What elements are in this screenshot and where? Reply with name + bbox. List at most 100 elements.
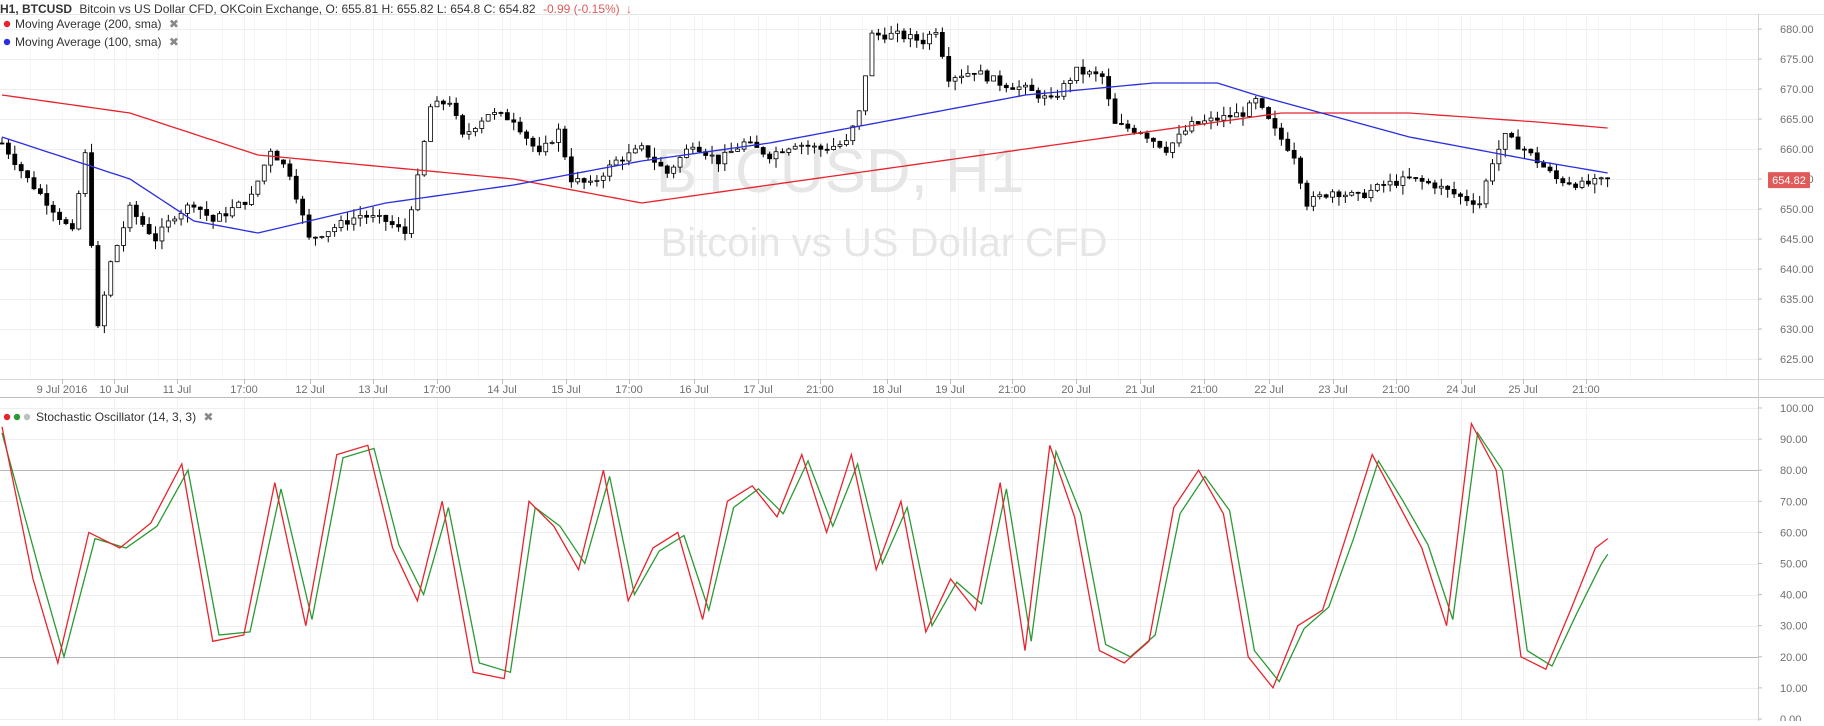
candle-body: [1010, 87, 1016, 90]
candle-body: [549, 142, 555, 144]
candle-body: [946, 56, 952, 82]
legend-ma200[interactable]: Moving Average (200, sma) ✖: [3, 17, 179, 31]
time-axis-labels[interactable]: 9 Jul 2016 10 Jul 11 Jul 17:00 12 Jul 13 Jul 1…: [37, 384, 1600, 396]
stoch-tick-label: 30.00: [1780, 621, 1808, 633]
candle-body: [159, 226, 165, 242]
candle-body: [89, 152, 94, 246]
candle-body: [600, 175, 606, 181]
stoch-tick-label: 10.00: [1780, 683, 1808, 695]
candle-body: [140, 216, 146, 225]
legend-stochastic-label: Stochastic Oscillator (14, 3, 3) ✖: [36, 410, 213, 424]
last-price-tag: 654.82: [1768, 172, 1810, 189]
legend-stochastic[interactable]: Stochastic Oscillator (14, 3, 3) ✖: [3, 410, 214, 424]
candle-body: [530, 137, 536, 147]
candle-body: [748, 141, 753, 144]
time-tick-label: 21:00: [1382, 384, 1410, 396]
candle-body: [722, 151, 728, 165]
price-axis-labels[interactable]: 680.00675.00670.00665.00660.00655.00650.…: [1758, 24, 1814, 366]
candle-body: [524, 131, 529, 139]
candle-body: [460, 115, 465, 135]
legend-ma100-close-icon[interactable]: ✖: [169, 35, 179, 49]
time-tick-label: 24 Jul: [1446, 384, 1475, 396]
candle-body: [479, 120, 485, 129]
time-tick-label: 17:00: [615, 384, 643, 396]
time-tick-label: 21 Jul: [1125, 384, 1154, 396]
candle-body: [409, 209, 414, 234]
candle-body: [313, 236, 318, 239]
legend-stochastic-text: Stochastic Oscillator (14, 3, 3): [36, 410, 196, 424]
candle-body: [1125, 123, 1131, 129]
stoch-tick-label: 80.00: [1780, 465, 1808, 477]
legend-ma100[interactable]: Moving Average (100, sma) ✖: [3, 35, 179, 49]
candle-body: [843, 140, 849, 145]
candle-body: [44, 193, 50, 206]
candle-body: [658, 161, 664, 167]
stoch-tick-label: 0.00: [1780, 714, 1801, 721]
time-tick-label: 10 Jul: [99, 384, 128, 396]
candle-body: [1605, 177, 1610, 180]
time-tick-label: 11 Jul: [163, 384, 192, 396]
candle-body: [875, 32, 881, 36]
time-tick-label: 17 Jul: [743, 384, 772, 396]
candle-body: [664, 165, 670, 174]
candle-body: [1291, 149, 1297, 159]
candle-body: [447, 102, 453, 105]
candle-body: [895, 30, 900, 34]
candle-body: [1470, 200, 1476, 205]
time-tick-label: 9 Jul 2016: [37, 384, 88, 396]
candle-body: [613, 159, 619, 166]
candle-body: [927, 33, 932, 45]
ma200-dot-icon: [3, 20, 11, 28]
candle-body: [1579, 180, 1585, 188]
candle-body: [786, 148, 792, 153]
candle-body: [671, 166, 677, 174]
time-tick-label: 17:00: [230, 384, 258, 396]
candle-body: [1406, 176, 1412, 179]
header-title: Bitcoin vs US Dollar CFD, OKCoin Exchang…: [79, 2, 536, 16]
candle-body: [268, 150, 274, 166]
candle-body: [1170, 142, 1176, 153]
candle-body: [812, 145, 817, 148]
candle-body: [888, 32, 894, 40]
candle-body: [1055, 95, 1060, 98]
candle-body: [1451, 188, 1457, 195]
header-symbol: H1, BTCUSD: [0, 2, 72, 16]
candle-body: [293, 175, 299, 200]
candle-body: [274, 150, 280, 161]
legend-ma200-close-icon[interactable]: ✖: [169, 17, 179, 31]
legend-ma200-text: Moving Average (200, sma): [15, 17, 162, 31]
time-tick-label: 23 Jul: [1318, 384, 1347, 396]
candle-body: [1112, 98, 1118, 124]
stoch-green-dot-icon: [13, 413, 21, 421]
candle-body: [978, 70, 984, 75]
candle-body: [1362, 192, 1367, 199]
candle-body: [415, 174, 421, 211]
time-tick-label: 14 Jul: [487, 384, 516, 396]
time-tick-label: 16 Jul: [679, 384, 708, 396]
candle-body: [63, 219, 69, 224]
candle-body: [223, 213, 229, 217]
stochastic-axis-labels[interactable]: 100.00 90.00 80.00 70.00 60.00 50.00 40.00 30.0…: [1758, 403, 1814, 726]
candle-body: [920, 39, 926, 45]
legend-ma200-label: Moving Average (200, sma) ✖: [15, 17, 179, 31]
legend-stochastic-close-icon[interactable]: ✖: [203, 410, 213, 424]
price-tick-label: 640.00: [1780, 264, 1814, 276]
candle-body: [1534, 152, 1540, 164]
candle-body: [172, 218, 178, 222]
candle-body: [261, 164, 267, 182]
candle-body: [1528, 148, 1534, 154]
candle-body: [1099, 73, 1105, 77]
candle-body: [428, 106, 433, 142]
candle-body: [1368, 189, 1374, 199]
watermark-symbol: BTCUSD, H1: [656, 137, 1025, 206]
price-tick-label: 670.00: [1780, 84, 1814, 96]
candle-body: [1483, 180, 1489, 205]
candle-body: [1381, 184, 1387, 186]
candle-body: [1093, 71, 1099, 75]
stoch-grey-dot-icon: [23, 413, 31, 421]
candle-body: [1541, 162, 1547, 168]
candle-body: [1554, 170, 1559, 180]
price-tick-label: 650.00: [1780, 204, 1814, 216]
candle-body: [728, 151, 734, 153]
candle-body: [1592, 178, 1598, 185]
